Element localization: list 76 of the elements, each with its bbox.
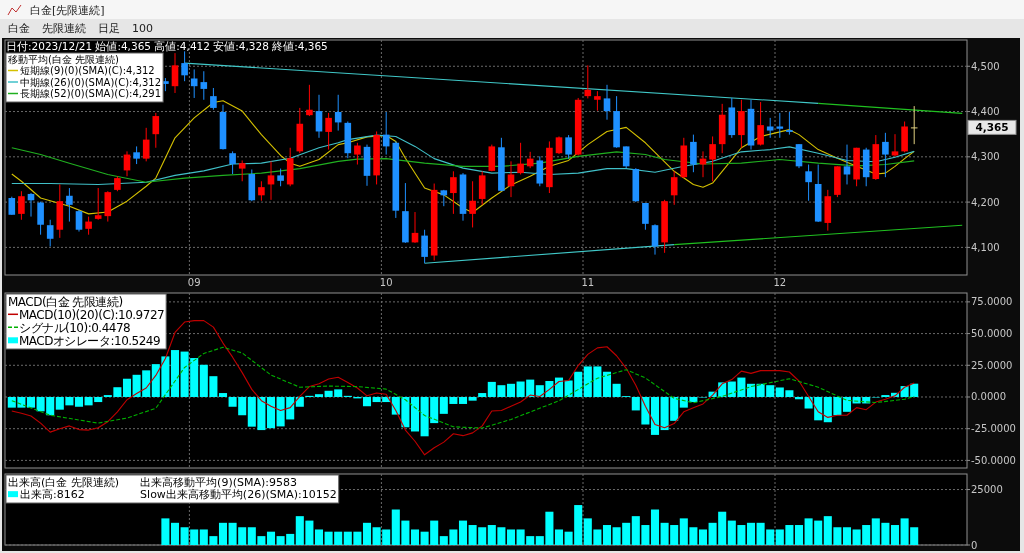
y-tick-label: -50.0000 <box>971 454 1016 466</box>
bar <box>842 396 852 412</box>
text: 4,365 <box>975 121 1009 134</box>
text: 100 <box>132 22 153 35</box>
y-tick-label: 4,300 <box>971 151 1000 163</box>
legend-label: MACDオシレータ:10.5249 <box>19 333 161 348</box>
bar <box>650 509 660 545</box>
bar <box>650 396 660 435</box>
y-tick-label: 25000 <box>971 484 1003 496</box>
bar <box>746 383 756 397</box>
x-tick-label: 11 <box>581 277 595 288</box>
y-tick-label: 4,100 <box>971 241 1000 253</box>
legend-label: 出来高:8162 <box>20 488 85 501</box>
y-tick-label: 0.0000 <box>971 391 1006 403</box>
bar <box>218 393 228 397</box>
bar <box>478 393 487 397</box>
y-tick-label: 4,200 <box>971 196 1000 208</box>
bar <box>410 396 420 432</box>
line-series <box>11 346 915 429</box>
bar <box>890 525 900 545</box>
x-tick-label: 10 <box>379 277 393 288</box>
y-tick-label: -25.0000 <box>971 423 1016 435</box>
bar <box>314 529 324 545</box>
bar <box>74 396 84 407</box>
bar <box>468 396 477 401</box>
x-tick-label: 12 <box>773 277 787 288</box>
bar <box>218 522 228 545</box>
bar <box>554 377 564 397</box>
legend-title: 出来高(白金 先限連続) <box>8 475 120 489</box>
bar <box>458 520 468 545</box>
bar <box>602 371 612 397</box>
text: 日足 <box>98 22 120 35</box>
line-series <box>11 320 915 456</box>
bar <box>295 396 304 407</box>
bar <box>362 522 372 545</box>
bar <box>554 529 564 545</box>
bar <box>458 396 468 404</box>
y-tick-label: 0 <box>971 539 978 551</box>
legend-label: 短期線(9)(0)(SMA)(C):4,312 <box>20 65 155 76</box>
bar <box>266 396 276 429</box>
bar <box>314 394 324 397</box>
legend-title: 移動平均(白金 先限連続) <box>8 53 120 65</box>
bar <box>122 378 132 397</box>
bar <box>842 527 852 545</box>
bar <box>698 529 708 545</box>
bar <box>170 522 180 545</box>
annotation: 出来高移動平均(9)(SMA):9583 <box>140 475 297 489</box>
y-tick-label: 4,400 <box>971 106 1000 118</box>
chart-title: 白金[先限連続] <box>30 3 105 17</box>
annotation: Slow出来高移動平均(26)(SMA):10152 <box>140 488 337 501</box>
bar <box>602 525 612 545</box>
bar <box>161 518 170 545</box>
bar <box>410 529 420 545</box>
line-series <box>11 134 915 185</box>
chart-subtitle: 日付:2023/12/21 始値:4,365 高値:4,412 安値:4,328 終値:4,365 <box>6 40 328 52</box>
bar <box>746 522 756 545</box>
bar <box>506 529 516 545</box>
legend-label: MACD(10)(20)(C):10.9727 <box>19 307 165 322</box>
bar <box>362 396 372 407</box>
x-tick-label: 09 <box>187 277 201 288</box>
text: 先限連続 <box>42 22 86 35</box>
y-tick-label: 25.0000 <box>971 359 1013 371</box>
legend-label: シグナル(10):0.4478 <box>19 320 131 335</box>
bar <box>266 531 276 545</box>
legend-label: 長期線(52)(0)(SMA)(C):4,291 <box>20 88 162 99</box>
line-series <box>11 147 915 183</box>
bar <box>26 396 36 408</box>
y-tick-label: 50.0000 <box>971 328 1013 340</box>
legend-title: MACD(白金 先限連続) <box>8 294 123 309</box>
y-tick-label: 75.0000 <box>971 296 1013 308</box>
bar <box>170 350 180 397</box>
y-tick-label: 4,500 <box>971 60 1000 72</box>
bar <box>794 525 804 545</box>
text: 白金 <box>8 22 30 35</box>
bar <box>506 383 516 397</box>
legend-label: 中期線(26)(0)(SMA)(C):4,312 <box>20 76 162 88</box>
